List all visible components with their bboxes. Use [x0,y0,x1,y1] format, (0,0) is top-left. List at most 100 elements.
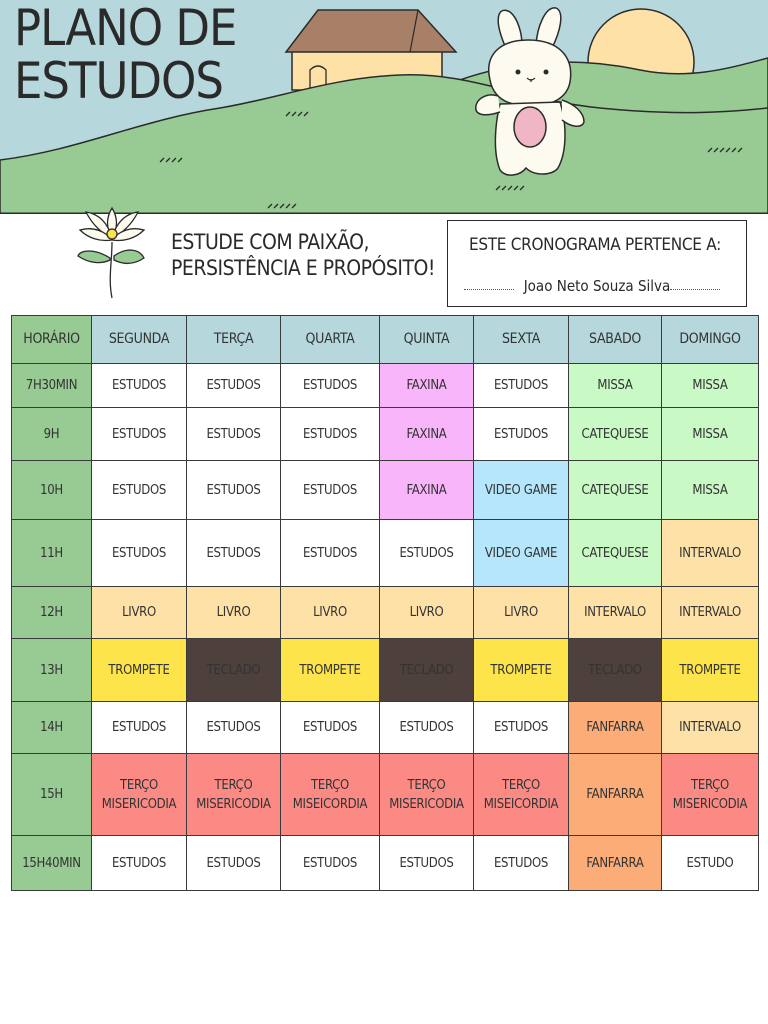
activity-cell: ESTUDOS [186,701,281,754]
motto-text: ESTUDE COM PAIXÃO, PERSISTÊNCIA E PROPÓS… [171,229,435,281]
owner-line-left [464,289,514,290]
activity-cell: TERÇO MISEICORDIA [280,753,380,836]
table-row: 7H30MIN ESTUDOS ESTUDOS ESTUDOS FAXINA ESTUDO… [11,363,759,408]
activity-cell: ESTUDOS [473,363,569,408]
day-header: QUINTA [379,315,474,364]
title-line-1: PLANO DE [14,0,237,57]
activity-cell: LIVRO [280,586,380,639]
day-header: QUARTA [280,315,380,364]
activity-cell: MISSA [661,407,759,461]
activity-cell: LIVRO [91,586,187,639]
activity-cell: ESTUDOS [280,460,380,520]
activity-cell: TECLADO [379,638,474,702]
activity-cell: ESTUDOS [473,407,569,461]
hour-cell: 9H [11,407,92,461]
activity-cell: ESTUDOS [186,407,281,461]
table-row: 13H TROMPETE TECLADO TROMPETE TECLADO TROMPET… [11,638,759,702]
day-header: SEXTA [473,315,569,364]
hour-cell: 15H40MIN [11,835,92,891]
table-row: 11H ESTUDOS ESTUDOS ESTUDOS ESTUDOS VIDEO GAM… [11,519,759,587]
activity-cell: ESTUDOS [186,519,281,587]
activity-cell: ESTUDOS [280,701,380,754]
activity-cell: CATEQUESE [568,407,662,461]
activity-cell: TERÇO MISERICODIA [186,753,281,836]
activity-cell: VIDEO GAME [473,460,569,520]
activity-cell: ESTUDOS [379,835,474,891]
activity-cell: TECLADO [186,638,281,702]
activity-cell: CATEQUESE [568,519,662,587]
hour-cell: 7H30MIN [11,363,92,408]
activity-cell: ESTUDOS [91,460,187,520]
hour-cell: 15H [11,753,92,836]
header-corner: HORÁRIO [11,315,92,364]
title-line-2: ESTUDOS [14,52,224,110]
activity-cell: ESTUDOS [186,460,281,520]
activity-cell: MISSA [568,363,662,408]
page-title: PLANO DE ESTUDOS [14,0,237,110]
table-row: 10H ESTUDOS ESTUDOS ESTUDOS FAXINA VIDEO GAME… [11,460,759,520]
activity-cell: LIVRO [473,586,569,639]
owner-name: Joao Neto Souza Silva [523,277,671,295]
activity-cell: ESTUDOS [91,835,187,891]
activity-cell: ESTUDOS [379,519,474,587]
activity-cell: TERÇO MISERICODIA [91,753,187,836]
table-row: 15H40MIN ESTUDOS ESTUDOS ESTUDOS ESTUDOS ESTU… [11,835,759,891]
activity-cell: ESTUDO [661,835,759,891]
house-icon [284,9,458,91]
activity-cell: ESTUDOS [186,363,281,408]
activity-cell: TERÇO MISERICODIA [661,753,759,836]
activity-cell: FANFARRA [568,753,662,836]
activity-cell: TROMPETE [91,638,187,702]
activity-cell: ESTUDOS [280,407,380,461]
table-row: 12H LIVRO LIVRO LIVRO LIVRO LIVRO INTERVALO INT… [11,586,759,639]
activity-cell: INTERVALO [661,701,759,754]
activity-cell: ESTUDOS [473,835,569,891]
table-row: 9H ESTUDOS ESTUDOS ESTUDOS FAXINA ESTUDOS CATE… [11,407,759,461]
activity-cell: ESTUDOS [473,701,569,754]
banner-illustration [0,0,768,214]
activity-cell: TECLADO [568,638,662,702]
activity-cell: TROMPETE [661,638,759,702]
day-header: DOMINGO [661,315,759,364]
hour-cell: 14H [11,701,92,754]
activity-cell: FAXINA [379,363,474,408]
activity-cell: VIDEO GAME [473,519,569,587]
activity-cell: TERÇO MISERICODIA [379,753,474,836]
owner-label: ESTE CRONOGRAMA PERTENCE A: [469,235,721,255]
hour-cell: 11H [11,519,92,587]
activity-cell: FAXINA [379,407,474,461]
table-row: 15H TERÇO MISERICODIA TERÇO MISERICODIA TERÇO… [11,753,759,836]
activity-cell: ESTUDOS [91,407,187,461]
activity-cell: TROMPETE [473,638,569,702]
table-row: 14H ESTUDOS ESTUDOS ESTUDOS ESTUDOS ESTUDOS FA… [11,701,759,754]
activity-cell: ESTUDOS [280,519,380,587]
schedule-header-row: HORÁRIO SEGUNDA TERÇA QUARTA QUINTA SEXT… [11,315,759,364]
activity-cell: FANFARRA [568,701,662,754]
activity-cell: CATEQUESE [568,460,662,520]
activity-cell: ESTUDOS [280,835,380,891]
day-header: SEGUNDA [91,315,187,364]
day-header: TERÇA [186,315,281,364]
activity-cell: FANFARRA [568,835,662,891]
day-header: SABADO [568,315,662,364]
activity-cell: ESTUDOS [91,363,187,408]
activity-cell: ESTUDOS [91,701,187,754]
owner-line-right [670,289,720,290]
activity-cell: INTERVALO [661,586,759,639]
activity-cell: ESTUDOS [379,701,474,754]
flower-icon [72,198,152,306]
owner-box: ESTE CRONOGRAMA PERTENCE A: Joao Neto So… [447,220,747,307]
hour-cell: 13H [11,638,92,702]
activity-cell: MISSA [661,363,759,408]
activity-cell: TROMPETE [280,638,380,702]
activity-cell: INTERVALO [568,586,662,639]
activity-cell: ESTUDOS [280,363,380,408]
activity-cell: INTERVALO [661,519,759,587]
activity-cell: LIVRO [379,586,474,639]
activity-cell: FAXINA [379,460,474,520]
motto-line-1: ESTUDE COM PAIXÃO, [171,230,370,254]
activity-cell: TERÇO MISEICORDIA [473,753,569,836]
activity-cell: ESTUDOS [91,519,187,587]
activity-cell: ESTUDOS [186,835,281,891]
motto-line-2: PERSISTÊNCIA E PROPÓSITO! [171,256,435,280]
